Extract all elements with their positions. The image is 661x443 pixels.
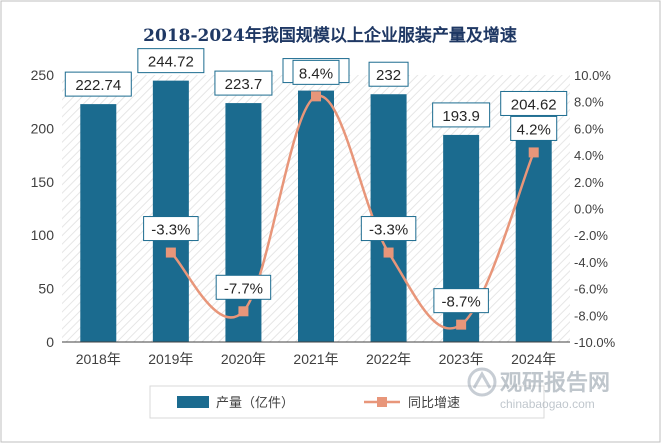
bar xyxy=(515,123,552,342)
right-tick-label: 0.0% xyxy=(574,202,604,217)
bar-data-label: 232 xyxy=(376,67,401,84)
line-label-box xyxy=(360,216,417,242)
watermark-logo-icon xyxy=(467,367,497,397)
watermark: 观研报告网 chinabaogao.com xyxy=(467,367,610,411)
chart-title: 2018-2024年我国规模以上企业服装产量及增速 xyxy=(143,25,517,46)
x-axis: 2018年 2019年 2020年 2021年 2022年 2023年 2024年 xyxy=(62,341,570,367)
left-axis: 0 50 100 150 200 250 xyxy=(31,67,55,350)
left-tick-label: 100 xyxy=(31,227,55,243)
legend-square-marker xyxy=(377,397,387,407)
right-tick-label: 10.0% xyxy=(574,68,611,83)
bar xyxy=(298,90,334,342)
bar-data-label: 193.9 xyxy=(442,108,480,125)
x-tick-label: 2021年 xyxy=(293,351,338,367)
right-axis: -10.0% -8.0% -6.0% -4.0% -2.0% 0.0% 2.0% 4.0% 6.… xyxy=(574,68,616,350)
bar-label-box xyxy=(64,71,132,97)
right-tick-label: -6.0% xyxy=(574,282,608,297)
left-tick-label: 200 xyxy=(31,120,55,136)
line-label-box xyxy=(433,288,489,314)
left-tick-label: 50 xyxy=(38,281,54,297)
line-label-box xyxy=(215,274,272,300)
bar-label-box xyxy=(368,61,409,87)
x-tick-label: 2019年 xyxy=(148,351,193,367)
legend-label-line: 同比增速 xyxy=(408,396,460,411)
bar-label-box xyxy=(214,70,273,96)
bar-data-label: 244.72 xyxy=(148,54,194,71)
watermark-brand: 观研报告网 xyxy=(500,370,610,396)
line-data-label: -8.7% xyxy=(442,294,481,311)
left-tick-label: 150 xyxy=(31,174,55,190)
line-data-labels: -3.3% -7.7% 8.4% -3.3% -8.7% 4.2% xyxy=(143,59,558,314)
left-tick-label: 0 xyxy=(46,334,54,350)
bar-label-box xyxy=(137,48,205,74)
right-tick-label: -2.0% xyxy=(574,228,608,243)
bar-label-box xyxy=(500,90,568,116)
bar-data-label: 223.7 xyxy=(225,76,263,93)
watermark-logo-mark xyxy=(472,370,492,389)
line-point xyxy=(456,319,467,330)
line-data-label: -3.3% xyxy=(151,222,190,239)
line-point xyxy=(311,91,321,102)
x-tick-label: 2023年 xyxy=(439,351,484,367)
right-tick-label: 4.0% xyxy=(574,148,604,163)
line-point xyxy=(528,147,539,158)
legend: 产量（亿件） 同比增速 xyxy=(149,385,545,419)
left-tick-label: 250 xyxy=(31,67,55,83)
line-data-label: 4.2% xyxy=(517,121,551,138)
x-tick-label: 2022年 xyxy=(366,351,411,367)
line-data-label: 8.4% xyxy=(299,65,333,82)
bar-data-label: 222.74 xyxy=(75,77,121,94)
bar xyxy=(80,104,117,342)
right-tick-label: -8.0% xyxy=(574,308,608,323)
legend-box xyxy=(149,385,545,419)
legend-swatch-bars xyxy=(177,396,209,408)
line-label-box xyxy=(510,115,558,141)
bar xyxy=(225,103,262,342)
x-tick-label: 2024年 xyxy=(511,351,556,367)
x-tick-label: 2018年 xyxy=(76,351,121,367)
right-tick-label: -10.0% xyxy=(574,335,616,350)
line-data-label: -3.3% xyxy=(369,222,408,239)
line-data-label: -7.7% xyxy=(224,280,263,297)
bar xyxy=(152,80,189,342)
right-tick-label: 8.0% xyxy=(574,95,604,110)
right-tick-label: 2.0% xyxy=(574,175,604,190)
line-label-box xyxy=(143,216,199,242)
watermark-url: chinabaogao.com xyxy=(500,397,595,411)
bar-label-box xyxy=(432,102,491,128)
line-point xyxy=(165,247,176,258)
line-point xyxy=(383,247,394,258)
line-point xyxy=(238,306,249,317)
right-tick-label: -4.0% xyxy=(574,255,608,270)
line-label-box xyxy=(292,59,340,85)
legend-label-bars: 产量（亿件） xyxy=(216,396,294,411)
right-tick-label: 6.0% xyxy=(574,121,604,136)
bar-data-label: 204.62 xyxy=(511,96,557,113)
x-tick-label: 2020年 xyxy=(221,351,266,367)
